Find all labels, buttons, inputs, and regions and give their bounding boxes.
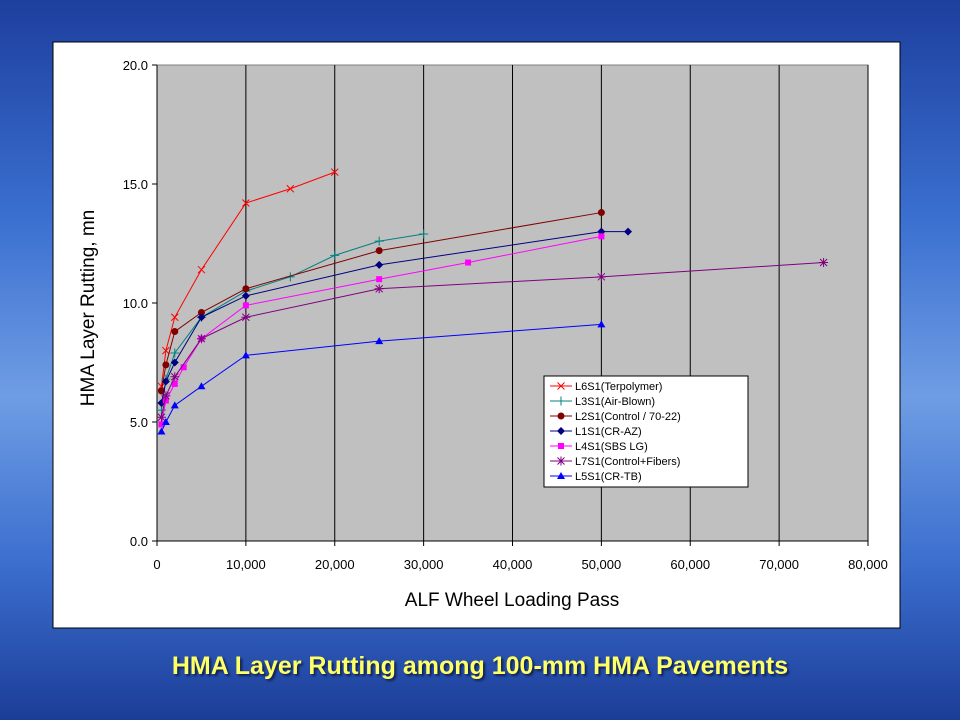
y-axis-label: HMA Layer Rutting, mn — [78, 210, 99, 406]
legend-label: L2S1(Control / 70-22) — [575, 411, 681, 423]
marker — [376, 276, 383, 283]
marker — [330, 168, 339, 176]
legend-marker — [557, 427, 565, 435]
marker — [242, 285, 250, 293]
marker — [375, 260, 384, 269]
marker — [170, 401, 179, 409]
x-tick-label: 0 — [153, 557, 160, 572]
marker — [171, 380, 178, 387]
series-line — [160, 231, 629, 404]
legend-label: L3S1(Air-Blown) — [575, 396, 655, 408]
x-tick-label: 50,000 — [581, 557, 621, 572]
marker — [197, 313, 206, 322]
marker — [162, 361, 170, 369]
caption: HMA Layer Rutting among 100-mm HMA Pavem… — [171, 652, 789, 680]
marker — [156, 412, 166, 422]
y-tick-label: 15.0 — [123, 177, 148, 192]
marker — [465, 259, 472, 266]
legend-label: L4S1(SBS LG) — [575, 441, 648, 453]
legend-marker — [557, 382, 565, 390]
marker — [161, 418, 170, 425]
marker — [161, 391, 171, 401]
x-axis-label: ALF Wheel Loading Pass — [405, 590, 619, 611]
marker — [624, 227, 633, 236]
legend-label: L7S1(Control+Fibers) — [575, 456, 680, 468]
marker — [375, 337, 384, 345]
marker — [597, 209, 605, 217]
legend-marker — [556, 456, 566, 466]
marker — [598, 233, 605, 240]
marker — [375, 247, 383, 255]
x-tick-label: 10,000 — [226, 557, 266, 572]
marker — [241, 312, 251, 322]
marker — [819, 258, 829, 268]
x-tick-label: 70,000 — [759, 557, 799, 572]
marker — [161, 377, 170, 386]
marker — [197, 265, 206, 274]
y-tick-label: 5.0 — [130, 415, 148, 430]
x-tick-label: 40,000 — [493, 557, 533, 572]
marker — [157, 427, 166, 435]
marker — [241, 291, 250, 300]
marker — [597, 320, 606, 328]
marker — [286, 184, 295, 193]
marker — [242, 302, 249, 309]
marker — [180, 364, 187, 371]
marker — [419, 229, 429, 239]
marker — [374, 284, 384, 294]
legend-marker — [557, 472, 565, 479]
x-tick-label: 80,000 — [848, 557, 888, 572]
marker — [162, 346, 170, 355]
legend-label: L6S1(Terpolymer) — [575, 381, 662, 393]
y-tick-label: 20.0 — [123, 58, 148, 73]
legend-label: L1S1(CR-AZ) — [575, 426, 642, 438]
marker — [170, 348, 180, 358]
marker — [196, 334, 206, 344]
x-tick-label: 60,000 — [670, 557, 710, 572]
marker — [171, 328, 179, 336]
legend-marker — [556, 396, 566, 406]
legend-marker — [558, 443, 564, 449]
series-line — [160, 262, 824, 418]
y-tick-label: 0.0 — [130, 534, 148, 549]
x-tick-label: 30,000 — [404, 557, 444, 572]
marker — [170, 313, 179, 322]
marker — [197, 382, 206, 390]
marker — [242, 199, 250, 207]
y-tick-label: 10.0 — [123, 296, 148, 311]
marker — [158, 421, 165, 428]
marker — [241, 351, 250, 359]
x-tick-label: 20,000 — [315, 557, 355, 572]
legend: L6S1(Terpolymer) L3S1(Air-Blown) L2S1(Cont… — [543, 375, 749, 488]
legend-marker — [557, 412, 565, 420]
marker — [596, 272, 606, 282]
marker — [330, 250, 340, 260]
legend-label: L5S1(CR-TB) — [575, 471, 642, 483]
marker — [170, 372, 180, 382]
marker — [374, 236, 384, 246]
legend-box — [543, 375, 749, 488]
marker — [170, 358, 179, 367]
marker — [162, 397, 169, 404]
